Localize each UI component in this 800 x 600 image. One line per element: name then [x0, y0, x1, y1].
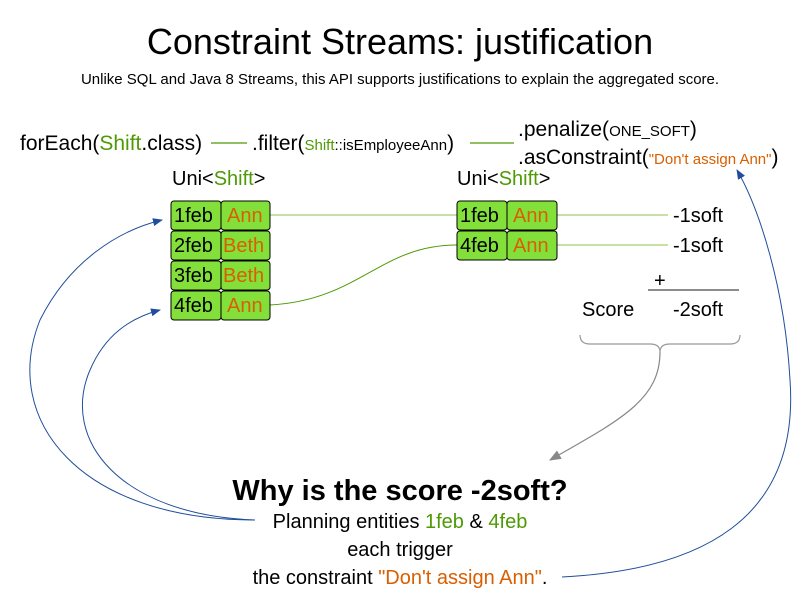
answer-line-3: the constraint "Don't assign Ann".	[253, 567, 548, 589]
svg-text:3feb: 3feb	[174, 265, 213, 287]
question-heading: Why is the score -2soft?	[232, 475, 567, 507]
score-total: -2soft	[673, 299, 723, 321]
as-constraint-call: .asConstraint("Don't assign Ann")	[518, 146, 778, 169]
arrow-to-4feb	[81, 308, 256, 521]
svg-text:1feb: 1feb	[460, 205, 499, 227]
left-tuple-table: 1feb Ann 2feb Beth 3feb Beth 4feb Ann	[170, 200, 271, 321]
title: Constraint Streams: justification	[147, 21, 653, 62]
plus-sign: +	[654, 270, 666, 292]
svg-text:Ann: Ann	[513, 205, 549, 227]
tuple-row[interactable]: 3feb Beth	[170, 260, 271, 291]
tuple-row[interactable]: 2feb Beth	[170, 230, 271, 261]
filter-call: .filter(Shift::isEmployeeAnn)	[252, 132, 454, 155]
tuple-row[interactable]: 1feb Ann	[456, 200, 558, 231]
justification-arrows	[29, 169, 792, 578]
svg-text:Ann: Ann	[227, 295, 263, 317]
brace	[579, 334, 741, 353]
brace-arrow	[548, 351, 661, 461]
svg-text:2feb: 2feb	[174, 235, 213, 257]
tuple-row[interactable]: 4feb Ann	[456, 230, 558, 261]
penalty-1: -1soft	[673, 205, 723, 227]
penalize-call: .penalize(ONE_SOFT)	[518, 118, 697, 141]
foreach-call: forEach(Shift.class)	[20, 132, 202, 155]
tuple-row[interactable]: 4feb Ann	[170, 290, 271, 321]
svg-text:4feb: 4feb	[174, 295, 213, 317]
answer-line-1: Planning entities 1feb & 4feb	[273, 511, 528, 533]
tuple-connections	[269, 214, 668, 306]
svg-text:Ann: Ann	[227, 205, 263, 227]
answer-line-2: each trigger	[347, 539, 453, 561]
arrow-to-1feb	[29, 218, 256, 521]
right-tuple-table: 1feb Ann 4feb Ann	[456, 200, 558, 261]
svg-text:Beth: Beth	[223, 265, 264, 287]
svg-text:Beth: Beth	[223, 235, 264, 257]
penalty-2: -1soft	[673, 235, 723, 257]
svg-text:Ann: Ann	[513, 235, 549, 257]
uni-left-label: Uni<Shift>	[172, 168, 265, 190]
uni-right-label: Uni<Shift>	[457, 168, 550, 190]
tuple-row[interactable]: 1feb Ann	[170, 200, 271, 231]
subtitle: Unlike SQL and Java 8 Streams, this API …	[81, 71, 719, 88]
svg-text:4feb: 4feb	[460, 235, 499, 257]
score-label: Score	[582, 299, 634, 321]
svg-text:1feb: 1feb	[174, 205, 213, 227]
arrow-to-constraint	[561, 169, 792, 578]
